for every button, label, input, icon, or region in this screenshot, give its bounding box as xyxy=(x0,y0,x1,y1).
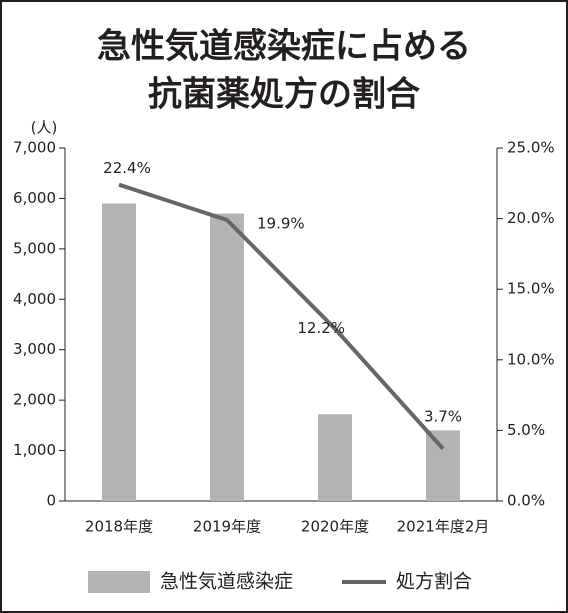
data-label: 19.9% xyxy=(257,215,305,233)
bar xyxy=(102,203,136,501)
line xyxy=(118,182,445,451)
y-tick-label: 5,000 xyxy=(13,239,56,257)
y-tick-label: 4,000 xyxy=(13,290,56,308)
y-tick-label: 6,000 xyxy=(13,189,56,207)
legend-label: 処方割合 xyxy=(396,571,472,593)
y-axis-label: (人) xyxy=(31,119,58,137)
y-tick-label: 0 xyxy=(46,492,56,510)
legend-label: 急性気道感染症 xyxy=(160,571,293,593)
legend-swatch xyxy=(88,571,150,593)
x-tick-label: 2021年度2月 xyxy=(397,518,490,536)
data-label: 22.4% xyxy=(103,159,151,177)
bar xyxy=(210,213,244,502)
y-tick-label: 1,000 xyxy=(13,441,56,459)
y-tick-label: 3,000 xyxy=(13,340,56,358)
chart-title: 急性気道感染症に占める xyxy=(97,27,471,67)
y-tick-label: 2,000 xyxy=(13,391,56,409)
bar xyxy=(426,430,460,501)
y2-tick-label: 20.0% xyxy=(507,209,555,227)
y2-tick-label: 25.0% xyxy=(507,139,555,157)
y2-tick-label: 5.0% xyxy=(507,421,545,439)
data-label: 12.2% xyxy=(297,319,345,337)
y2-tick-label: 10.0% xyxy=(507,350,555,368)
chart-title: 抗菌薬処方の割合 xyxy=(148,75,420,115)
data-label: 3.7% xyxy=(424,407,462,425)
x-tick-label: 2019年度 xyxy=(193,518,261,536)
x-tick-label: 2018年度 xyxy=(85,518,153,536)
y2-tick-label: 0.0% xyxy=(507,492,545,510)
x-tick-label: 2020年度 xyxy=(301,518,369,536)
y-tick-label: 7,000 xyxy=(13,139,56,157)
y2-tick-label: 15.0% xyxy=(507,280,555,298)
bar xyxy=(318,414,352,501)
